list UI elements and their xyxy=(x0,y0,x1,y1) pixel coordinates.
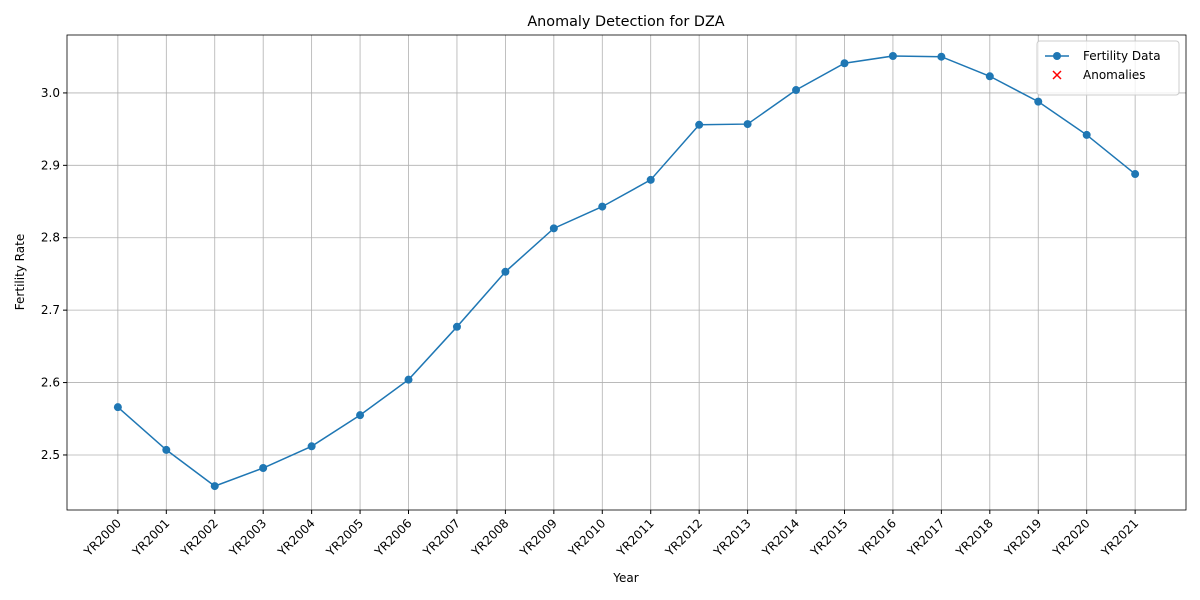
point xyxy=(452,322,461,331)
x-axis-label: Year xyxy=(612,571,638,585)
point xyxy=(695,120,704,129)
point xyxy=(307,442,316,451)
point xyxy=(743,120,752,129)
legend-label: Fertility Data xyxy=(1083,49,1161,63)
point xyxy=(549,224,558,233)
legend: Fertility Data Anomalies xyxy=(1036,40,1180,96)
legend-box xyxy=(1036,40,1180,96)
legend-marker xyxy=(1052,70,1062,80)
legend-label: Anomalies xyxy=(1083,68,1146,82)
point xyxy=(501,267,510,276)
point xyxy=(1131,170,1140,179)
marks xyxy=(113,51,1140,491)
series-line xyxy=(117,55,1136,487)
point xyxy=(792,86,801,95)
y-tick-label: 2.6 xyxy=(41,376,60,390)
point xyxy=(937,52,946,61)
plot-frame xyxy=(66,34,1187,511)
point xyxy=(210,482,219,491)
point xyxy=(1082,130,1091,139)
point xyxy=(162,445,171,454)
point xyxy=(259,464,268,473)
point xyxy=(646,175,655,184)
point xyxy=(840,59,849,68)
y-tick-label: 2.7 xyxy=(41,303,60,317)
point xyxy=(985,72,994,81)
point xyxy=(404,375,413,384)
y-tick-label: 3.0 xyxy=(41,86,60,100)
point xyxy=(356,411,365,420)
point xyxy=(888,51,897,60)
y-tick-label: 2.8 xyxy=(41,231,60,245)
point xyxy=(598,202,607,211)
y-tick-label: 2.9 xyxy=(41,158,60,172)
legend-marker xyxy=(1053,52,1061,60)
point xyxy=(113,403,122,412)
chart-title: Anomaly Detection for DZA xyxy=(527,14,724,30)
point xyxy=(1034,97,1043,106)
y-axis-label: Fertility Rate xyxy=(13,234,27,310)
y-tick-label: 2.5 xyxy=(41,448,60,462)
